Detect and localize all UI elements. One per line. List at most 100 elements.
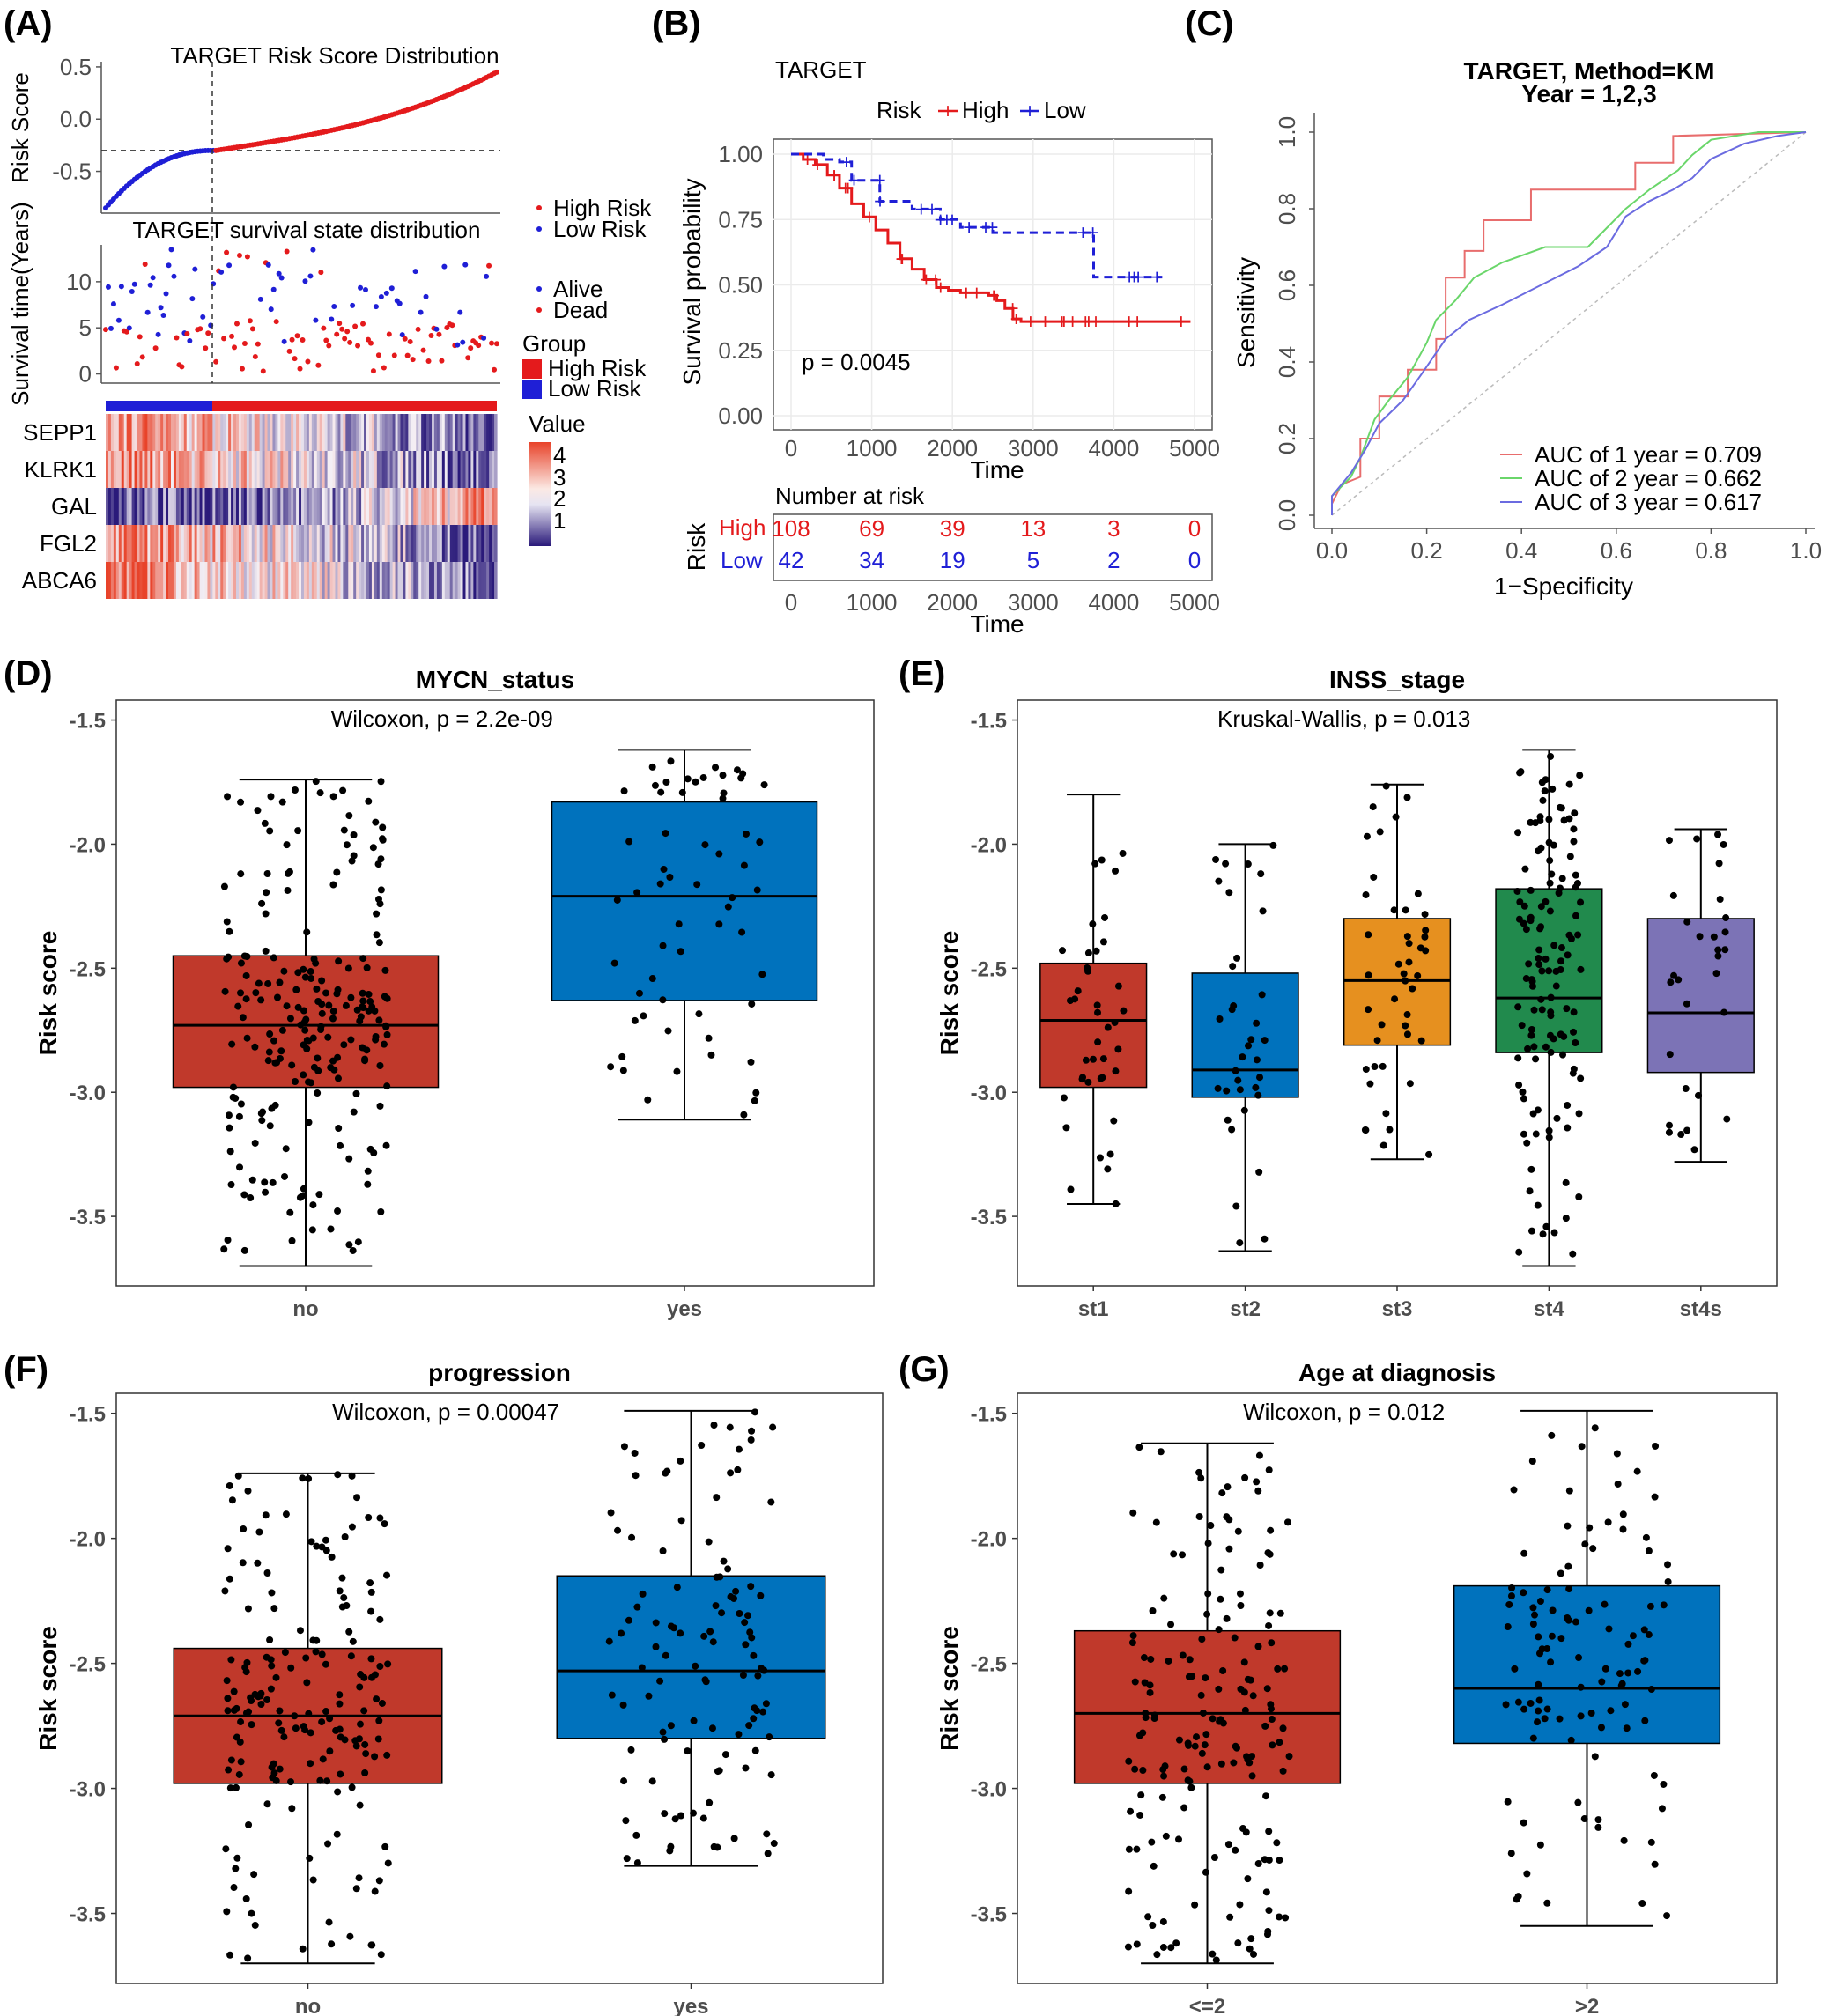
boxplot-point bbox=[1507, 1850, 1515, 1857]
legend-high-risk-label: High Risk bbox=[553, 195, 652, 221]
boxplot-point bbox=[300, 1071, 307, 1079]
heatmap-cell bbox=[426, 562, 430, 599]
survival-point bbox=[455, 342, 461, 348]
boxplot-point bbox=[1266, 1609, 1274, 1617]
boxplot-point bbox=[648, 975, 656, 983]
km-censor-mark: + bbox=[935, 276, 947, 299]
boxplot-point bbox=[620, 1777, 628, 1785]
boxplot-point bbox=[303, 1679, 311, 1687]
heatmap-cell bbox=[207, 562, 211, 599]
heatmap-cell bbox=[376, 451, 381, 488]
heatmap-cell bbox=[353, 562, 357, 599]
boxplot-point bbox=[291, 1078, 299, 1086]
heatmap-cell bbox=[199, 414, 203, 451]
heatmap-cell bbox=[296, 525, 300, 562]
heatmap-cell bbox=[163, 451, 166, 488]
boxplot-point bbox=[1557, 966, 1564, 974]
boxplot-point bbox=[1276, 1913, 1283, 1921]
boxplot-point bbox=[1577, 1712, 1585, 1720]
boxplot-point bbox=[329, 1015, 337, 1023]
heatmap-cell bbox=[353, 525, 357, 562]
boxplot-point bbox=[740, 1111, 748, 1119]
boxplot-point bbox=[1223, 1614, 1231, 1622]
group-legend-low-label: Low Risk bbox=[548, 375, 641, 402]
heatmap-cell bbox=[413, 451, 417, 488]
boxplot-point bbox=[382, 1022, 390, 1030]
heatmap-cell bbox=[444, 414, 448, 451]
boxplot-point bbox=[1112, 1067, 1120, 1075]
heatmap-cell bbox=[137, 562, 141, 599]
km-censor-mark: + bbox=[828, 164, 840, 188]
boxplot-point bbox=[1160, 1772, 1168, 1780]
survival-point bbox=[302, 278, 308, 284]
boxplot-point bbox=[383, 1082, 391, 1090]
boxplot-point bbox=[1587, 1710, 1595, 1717]
boxplot-point bbox=[1589, 1545, 1597, 1553]
boxplot-point bbox=[1666, 1051, 1674, 1059]
boxplot-point bbox=[270, 1037, 278, 1045]
boxplot-point bbox=[1361, 1126, 1369, 1134]
heatmap-cell bbox=[131, 562, 136, 599]
boxplot-point bbox=[1604, 1518, 1612, 1526]
risk-score-tick-label: 0.0 bbox=[60, 106, 92, 132]
heatmap-cell bbox=[397, 451, 402, 488]
boxplot-point bbox=[1214, 1084, 1222, 1092]
boxplot-point bbox=[1722, 914, 1730, 922]
boxplot-point bbox=[663, 1467, 671, 1475]
boxplot-point bbox=[1219, 1667, 1227, 1675]
boxplot-point bbox=[1425, 1150, 1433, 1158]
boxplot-point bbox=[381, 966, 389, 974]
boxplot-x-tick-label: st4s bbox=[1680, 1297, 1722, 1321]
boxplot-point bbox=[1507, 1592, 1515, 1600]
roc-x-tick-label: 0.8 bbox=[1695, 537, 1727, 564]
boxplot-point bbox=[1570, 825, 1578, 833]
boxplot-point bbox=[382, 1141, 390, 1149]
survival-point bbox=[129, 289, 135, 295]
boxplot-point bbox=[1515, 1248, 1523, 1256]
boxplot-point bbox=[381, 1842, 389, 1850]
heatmap-cell bbox=[424, 562, 427, 599]
heatmap-cell bbox=[314, 451, 318, 488]
heatmap-cell bbox=[460, 488, 464, 525]
heatmap-cell bbox=[173, 414, 177, 451]
heatmap-cell bbox=[455, 451, 459, 488]
boxplot-point bbox=[264, 979, 272, 987]
heatmap-cell bbox=[468, 525, 471, 562]
boxplot-point bbox=[237, 1718, 245, 1726]
heatmap-cell bbox=[285, 451, 289, 488]
boxplot-point bbox=[1247, 1935, 1255, 1943]
heatmap-cell bbox=[359, 562, 362, 599]
boxplot-point bbox=[308, 1226, 316, 1234]
boxplot-point bbox=[1409, 985, 1416, 993]
km-censor-mark: + bbox=[1123, 266, 1135, 290]
heatmap-cell bbox=[168, 488, 172, 525]
heatmap-cell bbox=[465, 451, 470, 488]
boxplot-point bbox=[247, 1194, 255, 1202]
heatmap-cell bbox=[397, 414, 402, 451]
heatmap-cell bbox=[202, 414, 206, 451]
heatmap-cell bbox=[381, 562, 386, 599]
heatmap-cell bbox=[387, 562, 391, 599]
heatmap-cell bbox=[359, 414, 362, 451]
heatmap-cell bbox=[439, 488, 443, 525]
boxplot-point bbox=[268, 1589, 276, 1597]
boxplot-point bbox=[270, 1769, 278, 1777]
boxplot-point bbox=[333, 990, 341, 998]
boxplot-point bbox=[677, 948, 684, 956]
survival-point bbox=[292, 356, 298, 362]
heatmap-cell bbox=[403, 451, 406, 488]
boxplot-point bbox=[383, 1571, 391, 1579]
boxplot-point bbox=[1523, 1870, 1531, 1878]
boxplot-point bbox=[1273, 1839, 1281, 1847]
heatmap-cell bbox=[436, 451, 440, 488]
heatmap-cell bbox=[168, 414, 172, 451]
boxplot-point bbox=[291, 1712, 299, 1720]
boxplot-point bbox=[1522, 926, 1530, 934]
heatmap-cell bbox=[452, 488, 456, 525]
heatmap-cell bbox=[392, 414, 396, 451]
boxplot-point bbox=[303, 1045, 311, 1052]
boxplot-point bbox=[379, 823, 387, 831]
boxplot-point bbox=[239, 1559, 247, 1567]
risk-table-x-tick-label: 4000 bbox=[1088, 589, 1139, 616]
risk-table-x-tick-label: 5000 bbox=[1169, 589, 1220, 616]
